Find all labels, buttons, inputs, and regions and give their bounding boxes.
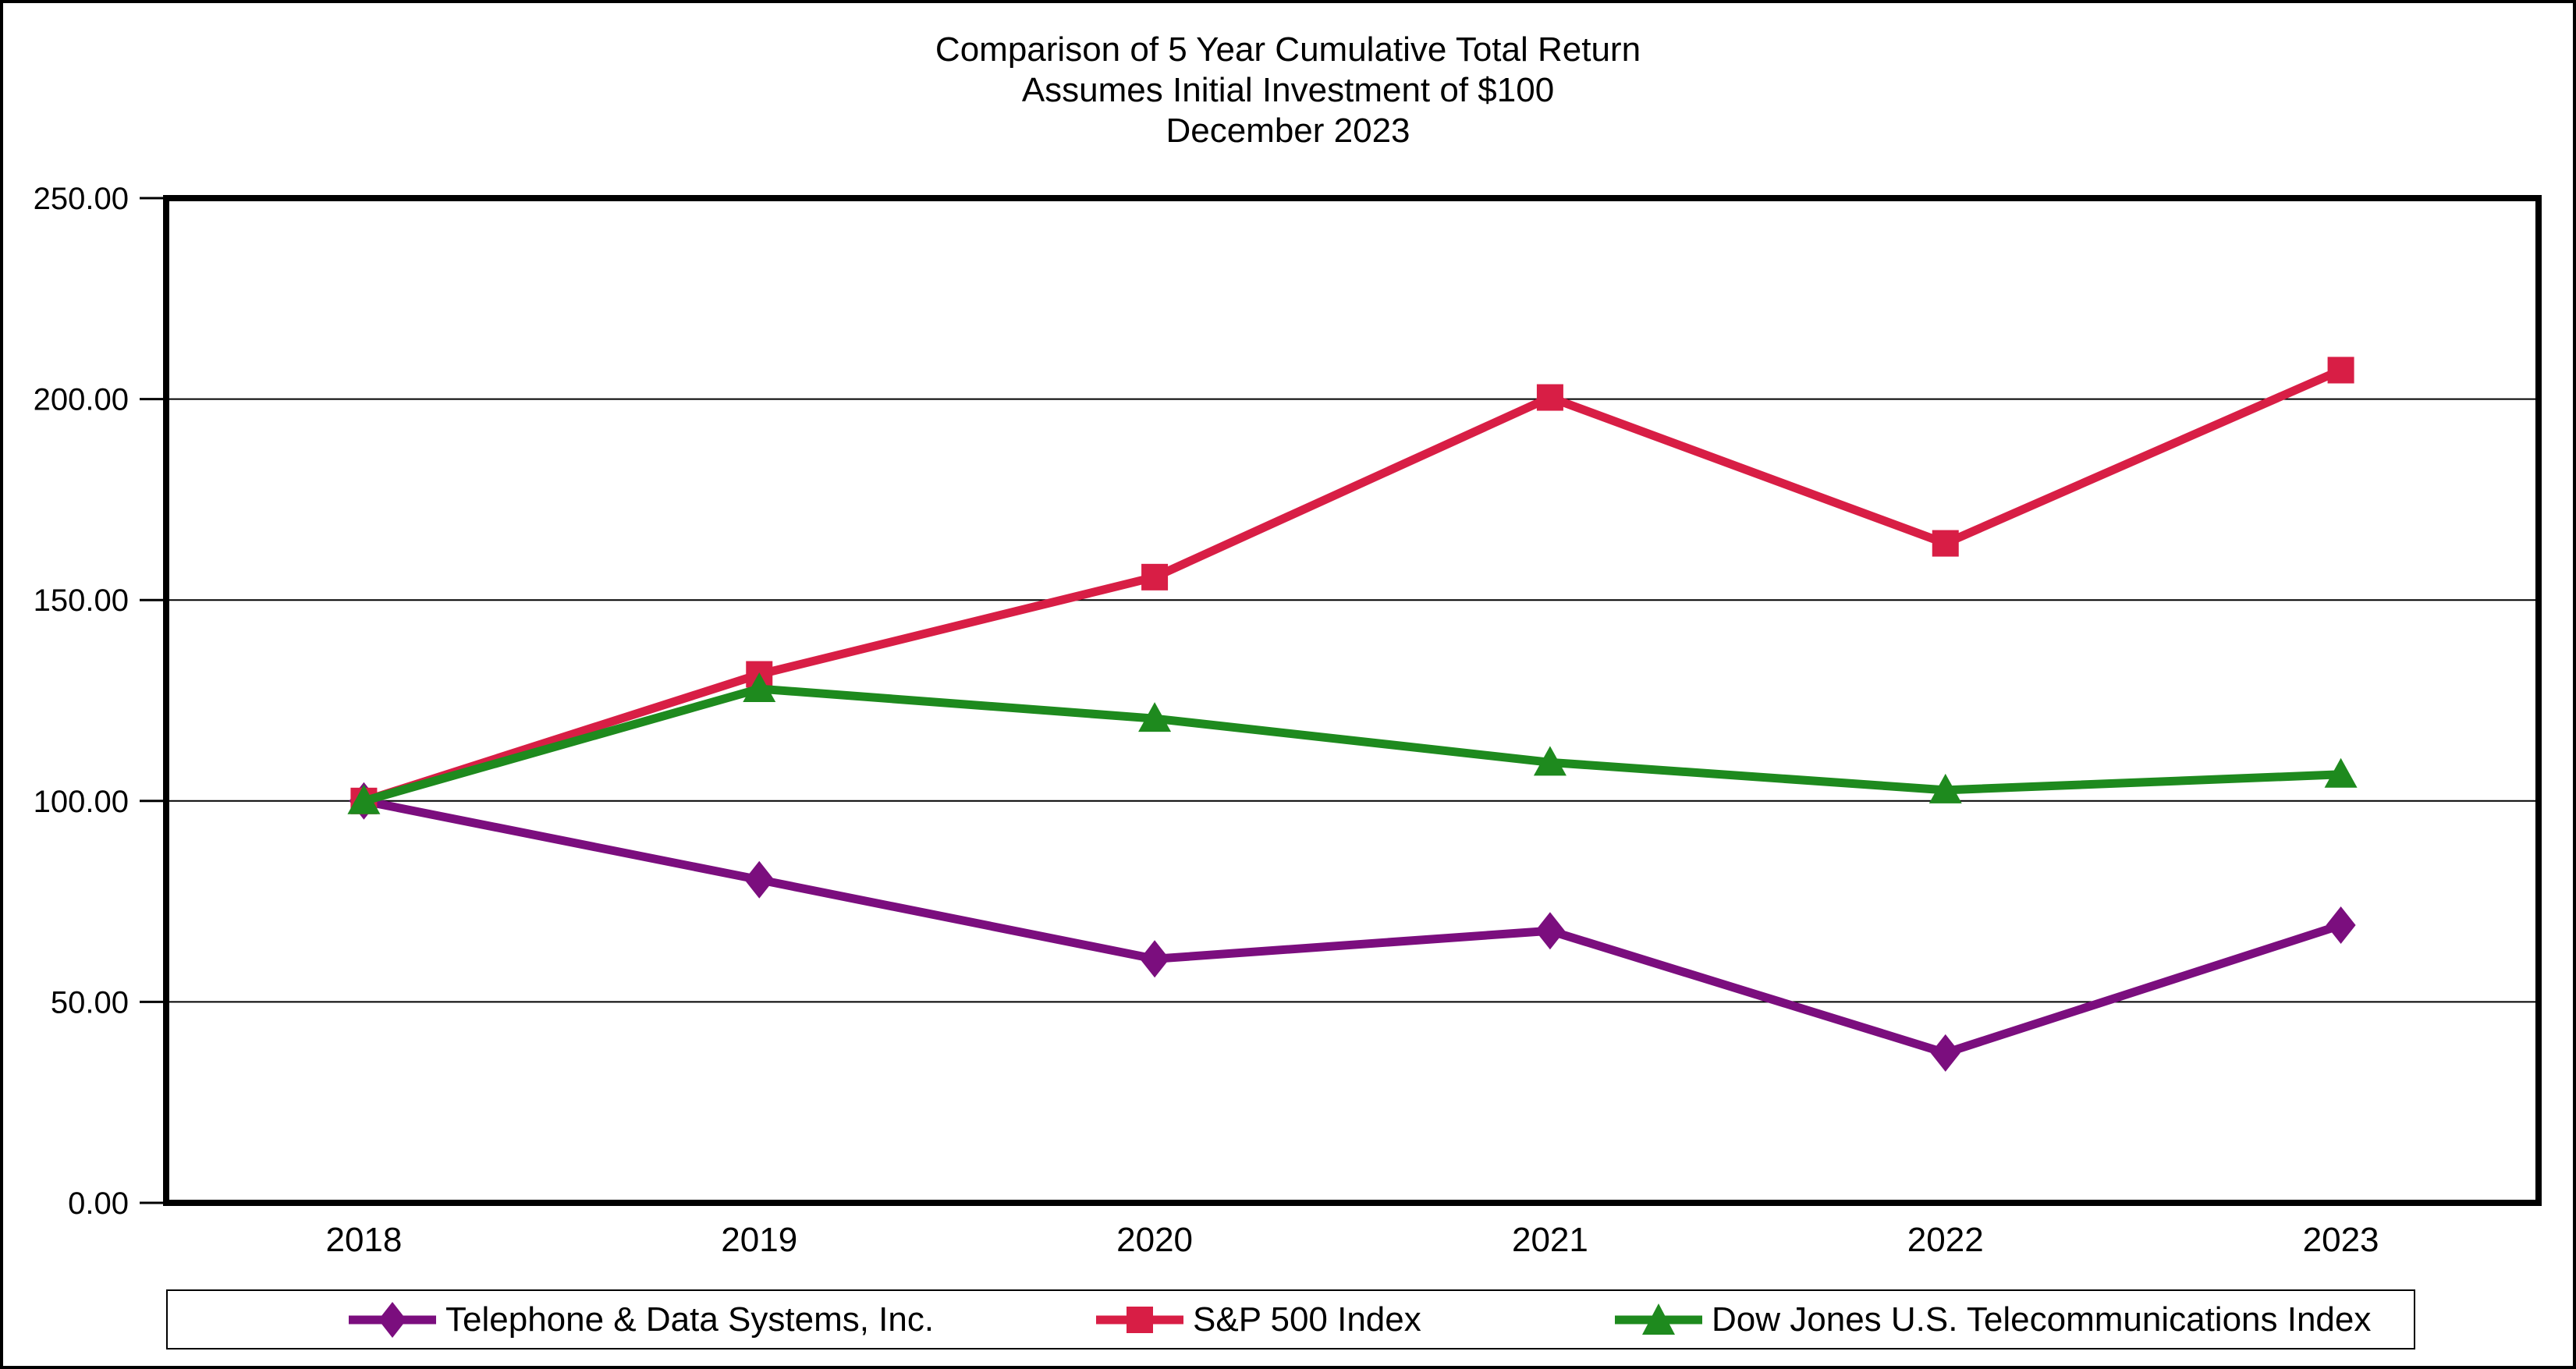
y-axis-tick-label: 150.00 bbox=[34, 583, 129, 618]
series-line-1 bbox=[362, 366, 2343, 806]
data-point-marker-square bbox=[1932, 530, 1959, 557]
x-axis-tick-label: 2023 bbox=[2303, 1221, 2379, 1259]
data-point-marker-triangle bbox=[347, 784, 381, 814]
x-axis-tick-label: 2020 bbox=[1116, 1221, 1193, 1259]
chart-title-line-2: Assumes Initial Investment of $100 bbox=[1021, 71, 1555, 109]
data-point-marker-triangle bbox=[743, 672, 776, 703]
data-point-marker-triangle bbox=[1533, 746, 1567, 776]
legend-item-sp500: S&P 500 Index bbox=[1093, 1296, 1421, 1343]
legend: Telephone & Data Systems, Inc. S&P 500 I… bbox=[166, 1289, 2415, 1349]
legend-item-tds: Telephone & Data Systems, Inc. bbox=[346, 1296, 934, 1343]
chart-title-line-1: Comparison of 5 Year Cumulative Total Re… bbox=[935, 30, 1641, 69]
y-axis-tick-label: 250.00 bbox=[34, 182, 129, 216]
y-axis-tick-label: 200.00 bbox=[34, 383, 129, 417]
chart-title-block: Comparison of 5 Year Cumulative Total Re… bbox=[3, 30, 2573, 151]
data-point-marker-diamond bbox=[744, 860, 775, 899]
chart-title-line-3: December 2023 bbox=[1166, 112, 1410, 150]
triangle-marker-icon bbox=[1615, 1303, 1702, 1335]
y-axis-tick-label: 100.00 bbox=[34, 785, 129, 819]
legend-item-djtelecom: Dow Jones U.S. Telecommunications Index bbox=[1612, 1296, 2371, 1343]
square-marker-icon bbox=[1096, 1306, 1183, 1333]
legend-item-label: Dow Jones U.S. Telecommunications Index bbox=[1712, 1300, 2372, 1339]
y-axis-tick-label: 50.00 bbox=[51, 985, 129, 1020]
diamond-marker-icon bbox=[349, 1301, 436, 1338]
plot-area: 0.00 50.00 100.00 150.00 200.00 250.00 2018 201… bbox=[34, 182, 2542, 1259]
x-axis-tick-label: 2019 bbox=[721, 1221, 797, 1259]
data-point-marker-triangle bbox=[1138, 702, 1172, 732]
data-point-marker-triangle bbox=[1928, 773, 1962, 803]
data-point-marker-square bbox=[1141, 563, 1169, 591]
legend-item-label: Telephone & Data Systems, Inc. bbox=[445, 1300, 935, 1339]
data-point-marker-triangle bbox=[2324, 757, 2358, 788]
data-point-marker-diamond bbox=[1140, 940, 1170, 978]
plot-border bbox=[163, 195, 2542, 1206]
data-point-marker-square bbox=[2327, 356, 2354, 384]
data-point-marker-square bbox=[1536, 384, 1563, 411]
series-line-2 bbox=[362, 684, 2341, 806]
x-axis-tick-label: 2018 bbox=[325, 1221, 402, 1259]
data-point-marker-diamond bbox=[1535, 912, 1565, 950]
data-point-marker-diamond bbox=[2326, 906, 2356, 944]
legend-item-label: S&P 500 Index bbox=[1193, 1300, 1421, 1339]
series-line-0 bbox=[363, 796, 2343, 1058]
x-axis-tick-label: 2022 bbox=[1907, 1221, 1984, 1259]
y-axis-tick-label: 0.00 bbox=[68, 1186, 129, 1221]
x-axis-tick-label: 2021 bbox=[1512, 1221, 1588, 1259]
data-point-marker-diamond bbox=[1930, 1034, 1960, 1072]
